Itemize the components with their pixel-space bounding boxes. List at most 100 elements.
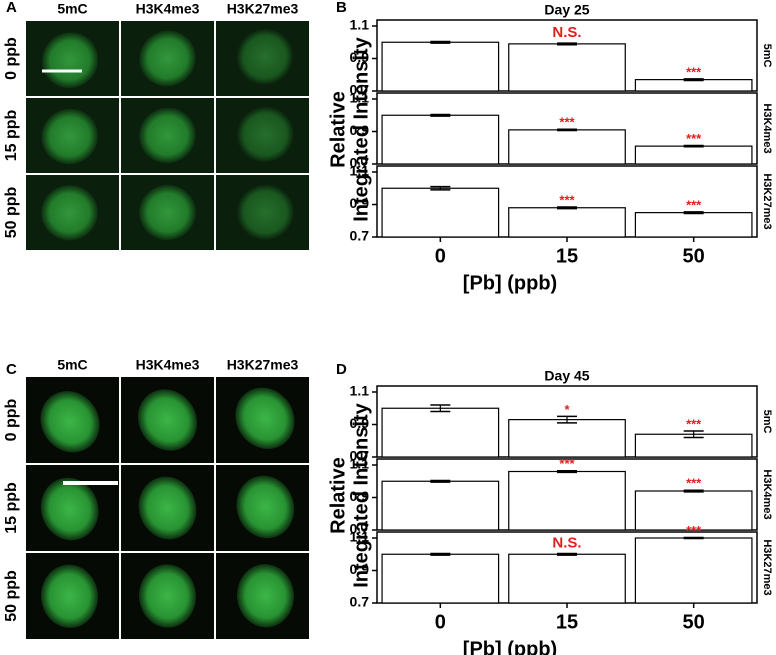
facet-label: H3K4me3 <box>761 469 773 519</box>
row-label: 0 ppb <box>3 398 20 441</box>
significance-label: N.S. <box>552 24 581 41</box>
significance-label: *** <box>686 476 702 491</box>
nucleus <box>138 476 197 540</box>
significance-label: *** <box>559 456 575 471</box>
y-tick-label: 0.7 <box>350 594 370 610</box>
nucleus <box>235 387 295 449</box>
y-axis-label: Relative <box>327 457 349 534</box>
bar <box>381 480 500 531</box>
column-header: H3K4me3 <box>136 357 200 373</box>
significance-label: *** <box>686 131 702 146</box>
significance-label: *** <box>686 416 702 431</box>
significance-label: * <box>564 402 570 417</box>
x-tick-label: 50 <box>683 245 705 267</box>
panel-label: D <box>336 361 347 378</box>
nucleus <box>138 564 197 628</box>
y-tick-label: 0.7 <box>350 228 370 244</box>
y-tick-label: 0.9 <box>350 415 370 431</box>
bar <box>381 41 500 92</box>
chart-title: Day 25 <box>544 2 589 18</box>
bar <box>381 553 500 604</box>
nucleus <box>41 185 99 241</box>
nucleus <box>40 477 99 541</box>
bar <box>508 553 626 604</box>
significance-label: *** <box>559 192 575 207</box>
bar <box>381 187 500 238</box>
y-tick-label: 0.9 <box>350 122 370 138</box>
row-label: 50 ppb <box>3 570 20 622</box>
bar <box>634 212 753 238</box>
facet-label: H3K27me3 <box>761 539 773 595</box>
nucleus <box>40 564 99 628</box>
y-tick-label: 0.7 <box>350 155 370 171</box>
bar <box>508 129 626 165</box>
bar <box>508 419 626 458</box>
significance-label: N.S. <box>552 534 581 551</box>
nucleus <box>139 30 196 87</box>
y-tick-label: 0.7 <box>350 82 370 98</box>
bar <box>634 79 753 92</box>
facet-label: 5mC <box>761 44 773 68</box>
panel-label: C <box>6 361 17 378</box>
y-tick-label: 0.9 <box>350 488 370 504</box>
x-axis-label: [Pb] (ppb) <box>463 638 557 655</box>
column-header: H3K27me3 <box>227 1 299 17</box>
bar <box>634 145 753 165</box>
nucleus <box>40 391 100 453</box>
panel-label: A <box>6 0 17 16</box>
y-axis-label: Integrated Intensity <box>350 36 372 221</box>
row-label: 50 ppb <box>3 186 20 238</box>
nucleus <box>236 28 294 85</box>
x-tick-label: 50 <box>683 611 705 633</box>
column-header: H3K27me3 <box>227 357 299 373</box>
bar <box>381 407 500 458</box>
y-tick-label: 1.1 <box>350 529 370 545</box>
nucleus <box>137 389 198 451</box>
y-tick-label: 0.7 <box>350 448 370 464</box>
y-tick-label: 1.1 <box>350 90 370 106</box>
x-tick-label: 0 <box>435 611 446 633</box>
row-label: 15 ppb <box>3 482 20 534</box>
y-tick-label: 0.9 <box>350 195 370 211</box>
bar <box>381 114 500 165</box>
significance-label: *** <box>686 64 702 79</box>
column-header: 5mC <box>57 1 87 17</box>
significance-label: *** <box>686 197 702 212</box>
bar <box>634 537 753 604</box>
y-axis-label: Integrated Intensity <box>350 402 372 587</box>
x-tick-label: 0 <box>435 245 446 267</box>
facet-label: H3K27me3 <box>761 173 773 229</box>
y-tick-label: 0.9 <box>350 49 370 65</box>
nucleus <box>236 184 294 240</box>
significance-label: *** <box>686 523 702 538</box>
y-tick-label: 1.1 <box>350 383 370 399</box>
panel-label: B <box>336 0 347 16</box>
x-tick-label: 15 <box>556 245 578 267</box>
row-label: 0 ppb <box>3 37 20 80</box>
row-label: 15 ppb <box>3 109 20 161</box>
y-tick-label: 1.1 <box>350 17 370 33</box>
column-header: H3K4me3 <box>136 1 200 17</box>
chart-title: Day 45 <box>544 368 589 384</box>
bar <box>508 207 626 238</box>
x-axis-label: [Pb] (ppb) <box>463 272 557 294</box>
nucleus <box>139 184 196 241</box>
bar <box>508 43 626 92</box>
nucleus <box>236 564 295 628</box>
nucleus <box>139 107 196 164</box>
column-header: 5mC <box>57 357 87 373</box>
nucleus <box>41 32 99 89</box>
facet-label: 5mC <box>761 410 773 434</box>
y-tick-label: 0.9 <box>350 561 370 577</box>
y-tick-label: 0.7 <box>350 521 370 537</box>
nucleus <box>236 475 295 539</box>
y-axis-label: Relative <box>327 91 349 168</box>
y-tick-label: 1.1 <box>350 456 370 472</box>
nucleus <box>236 106 294 163</box>
nucleus <box>41 108 99 165</box>
y-tick-label: 1.1 <box>350 163 370 179</box>
significance-label: *** <box>559 115 575 130</box>
x-tick-label: 15 <box>556 611 578 633</box>
bar <box>508 470 626 531</box>
